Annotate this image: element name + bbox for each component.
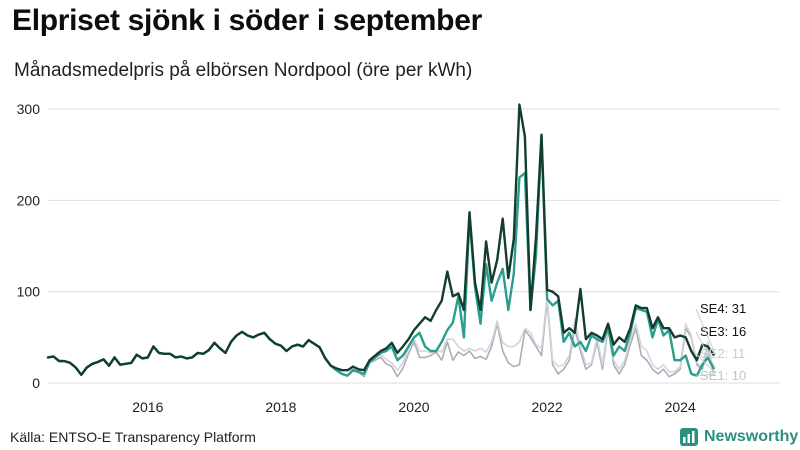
- chart-subtitle: Månadsmedelpris på elbörsen Nordpool (ör…: [14, 60, 473, 81]
- chart-title: Elpriset sjönk i söder i september: [12, 4, 482, 37]
- y-tick-label: 100: [17, 284, 41, 300]
- brand-logo[interactable]: Newsworthy: [680, 426, 798, 448]
- label-leader-se1: [695, 373, 716, 377]
- label-leader-se4: [695, 308, 716, 355]
- y-tick-label: 300: [17, 101, 41, 117]
- x-tick-label: 2022: [532, 399, 563, 415]
- series-line-se3: [46, 135, 715, 377]
- series-line-se4: [46, 103, 715, 376]
- x-tick-label: 2016: [132, 399, 163, 415]
- series-end-label-se1: SE1: 10: [700, 368, 746, 383]
- newsworthy-logo-icon: [680, 428, 698, 446]
- x-tick-label: 2020: [398, 399, 429, 415]
- y-tick-label: 200: [17, 192, 41, 208]
- x-tick-label: 2018: [265, 399, 296, 415]
- label-leader-se2: [695, 353, 716, 374]
- series-end-label-se2: SE2: 11: [700, 346, 745, 361]
- series-end-label-se4: SE4: 31: [700, 301, 746, 316]
- source-note: Källa: ENTSO-E Transparency Platform: [10, 429, 256, 445]
- label-leader-se3: [695, 331, 716, 369]
- series-end-label-se3: SE3: 16: [700, 324, 746, 339]
- brand-name: Newsworthy: [704, 428, 799, 445]
- y-tick-label: 0: [32, 375, 40, 391]
- x-tick-label: 2024: [665, 399, 696, 415]
- series-line-se1: [47, 299, 715, 378]
